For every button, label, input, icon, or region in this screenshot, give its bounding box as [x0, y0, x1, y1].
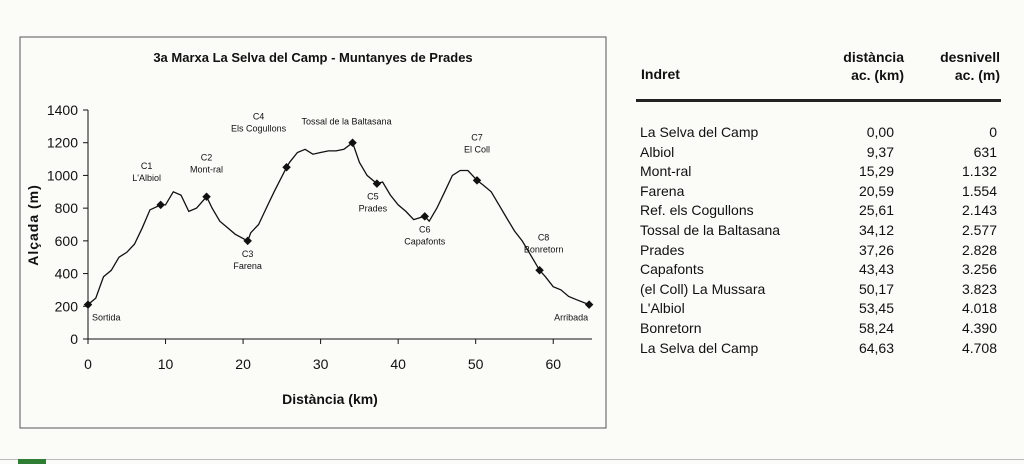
y-tick-label: 1400 — [47, 102, 78, 118]
table-cell: 2.577 — [961, 222, 997, 238]
table-cell: 3.256 — [961, 261, 997, 278]
checkpoint-marker — [535, 266, 544, 275]
y-tick-label: 800 — [55, 200, 79, 216]
x-tick-label: 0 — [84, 356, 92, 372]
table-rule — [636, 99, 1001, 102]
checkpoint-label: Bonretorn — [524, 244, 564, 254]
table-cell: Capafonts — [640, 261, 704, 278]
y-tick-label: 600 — [55, 233, 79, 249]
table-cell: Ref. els Cogullons — [640, 202, 754, 219]
page-mark — [18, 459, 46, 464]
checkpoint-label: El Coll — [464, 144, 490, 154]
table-cell: 20,59 — [858, 182, 894, 199]
table-cell: Farena — [640, 182, 685, 199]
checkpoint-marker — [243, 236, 252, 246]
table-cell: 58,24 — [858, 320, 894, 336]
checkpoint-label: Prades — [359, 204, 388, 214]
table-cell: Albiol — [640, 143, 675, 160]
checkpoint-label: C2 — [201, 153, 213, 163]
table-cell: L'Albiol — [640, 300, 685, 317]
y-tick-label: 1200 — [47, 135, 78, 151]
chart-title: 3a Marxa La Selva del Camp - Muntanyes d… — [153, 50, 472, 65]
chart-frame — [19, 36, 607, 429]
chart: 3a Marxa La Selva del Camp - Muntanyes d… — [19, 36, 607, 429]
checkpoint-label: Els Cogullons — [231, 123, 287, 133]
table-cell: Mont-ral — [640, 163, 692, 180]
y-tick-label: 0 — [70, 331, 78, 347]
checkpoint-marker — [282, 163, 291, 172]
table-cell: 53,45 — [858, 300, 894, 317]
table-cell: 2.143 — [961, 202, 997, 219]
table-cell: Prades — [640, 241, 685, 258]
table-header: ac. (m) — [954, 67, 1000, 83]
table-cell: 64,63 — [858, 339, 894, 356]
table-cell: La Selva del Camp — [640, 339, 759, 356]
checkpoint-label: Sortida — [92, 313, 121, 323]
checkpoint-label: C8 — [538, 232, 550, 242]
table-cell: 4.018 — [961, 300, 997, 317]
x-tick-label: 20 — [235, 356, 251, 372]
table-cell: 631 — [973, 143, 997, 160]
table-cell: Tossal de la Baltasana — [640, 222, 781, 238]
table-cell: (el Coll) La Mussara — [640, 280, 766, 297]
table-header: ac. (km) — [851, 67, 904, 83]
table-header: distància — [843, 49, 904, 65]
table-cell: 4.390 — [961, 320, 997, 336]
table-cell: 1.554 — [961, 182, 997, 199]
checkpoint-marker — [472, 176, 482, 185]
x-tick-label: 10 — [158, 356, 174, 372]
table-cell: 2.828 — [961, 241, 997, 258]
table-cell: 3.823 — [961, 280, 997, 297]
y-tick-label: 1000 — [47, 167, 78, 183]
checkpoint-marker — [372, 179, 382, 188]
x-axis-label: Distància (km) — [282, 391, 378, 407]
checkpoint-marker — [202, 192, 211, 201]
table-cell: Bonretorn — [640, 320, 702, 336]
checkpoint-label: L'Albiol — [132, 173, 161, 183]
checkpoint-label: C7 — [471, 132, 483, 142]
table-cell: 43,43 — [858, 261, 894, 278]
table-cell: 0 — [989, 124, 997, 140]
table-cell: 9,37 — [866, 143, 894, 160]
page-rule — [0, 459, 1024, 460]
table-header: Indret — [641, 66, 680, 82]
checkpoint-label: Farena — [233, 261, 262, 271]
checkpoint-label: Mont-ral — [190, 165, 223, 175]
checkpoint-label: C3 — [242, 249, 254, 259]
table-header: desnivell — [940, 49, 1000, 65]
x-tick-label: 40 — [390, 356, 406, 372]
table-cell: 15,29 — [858, 163, 894, 180]
table-cell: La Selva del Camp — [640, 124, 759, 140]
checkpoint-marker — [83, 300, 93, 309]
table-cell: 37,26 — [858, 241, 894, 258]
x-tick-label: 60 — [545, 356, 561, 372]
checkpoint-label: C5 — [367, 192, 379, 202]
elevation-line — [87, 141, 590, 306]
table-cell: 50,17 — [858, 280, 894, 297]
table-cell: 34,12 — [858, 222, 894, 238]
y-tick-label: 400 — [55, 266, 79, 282]
x-tick-label: 50 — [468, 356, 484, 372]
y-tick-label: 200 — [55, 298, 79, 314]
table-cell: 25,61 — [858, 202, 894, 219]
checkpoint-label: Capafonts — [404, 236, 446, 246]
y-axis-label: Alçada (m) — [25, 184, 41, 266]
checkpoint-label: C4 — [253, 111, 265, 121]
x-tick-label: 30 — [313, 356, 329, 372]
table-cell: 1.132 — [961, 163, 997, 180]
checkpoint-label: Arribada — [554, 313, 588, 323]
table-cell: 0,00 — [866, 124, 894, 140]
checkpoint-label: Tossal de la Baltasana — [302, 117, 392, 127]
checkpoint-label: C6 — [419, 224, 431, 234]
checkpoint-marker — [156, 200, 165, 210]
checkpoint-marker — [348, 138, 357, 147]
checkpoint-marker — [584, 300, 594, 309]
table-cell: 4.708 — [961, 339, 997, 356]
checkpoint-marker — [420, 212, 429, 221]
checkpoint-label: C1 — [141, 161, 153, 171]
